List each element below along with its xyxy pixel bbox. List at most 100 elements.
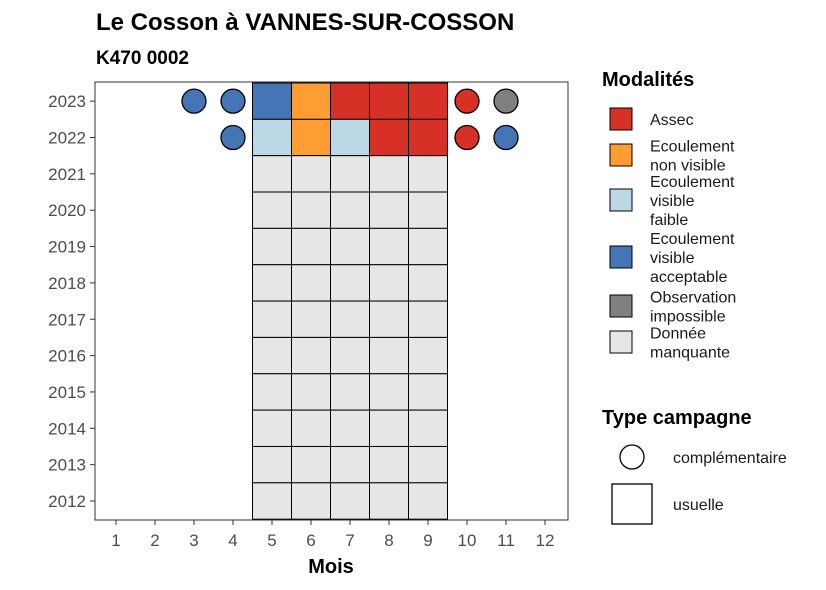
x-tick-label-6: 6 <box>306 531 315 550</box>
legend-label-ecoul_nv: Ecoulement <box>650 139 735 156</box>
usuelle-cell-2017-6 <box>291 300 331 338</box>
y-tick-label-2016: 2016 <box>48 347 86 366</box>
usuelle-cell-2022-6 <box>291 118 331 157</box>
usuelle-cell-2013-9 <box>408 445 448 484</box>
complementaire-point-2023-4 <box>220 88 246 114</box>
usuelle-cell-2022-8 <box>369 118 409 157</box>
legend-label-ecoul_nv: non visible <box>650 158 726 175</box>
legend-key-manquante <box>609 330 633 354</box>
complementaire-point-2023-10 <box>454 88 480 114</box>
legend-type-label-usuelle: usuelle <box>673 497 724 514</box>
y-tick-label-2015: 2015 <box>48 383 86 402</box>
x-tick-label-7: 7 <box>345 531 354 550</box>
legend-label-obs_imp: impossible <box>650 309 726 326</box>
usuelle-cell-2018-9 <box>408 264 448 302</box>
complementaire-point-2022-11 <box>493 124 519 151</box>
legend-key-obs_imp <box>609 294 633 318</box>
y-tick-label-2021: 2021 <box>48 165 86 184</box>
usuelle-cell-2018-6 <box>291 264 331 302</box>
usuelle-cell-2013-6 <box>291 445 331 484</box>
usuelle-cell-2017-8 <box>369 300 409 338</box>
usuelle-cell-2019-9 <box>408 227 448 266</box>
legend-type-campagne: complémentaire usuelle <box>611 444 787 525</box>
usuelle-cell-2012-5 <box>252 482 292 520</box>
usuelle-cell-2016-8 <box>369 336 409 375</box>
usuelle-cell-2023-5 <box>252 82 292 120</box>
legend-label-manquante: manquante <box>650 345 730 362</box>
y-tick-label-2012: 2012 <box>48 492 86 511</box>
legend-label-ecoul_va: visible <box>650 250 695 267</box>
usuelle-cell-2022-7 <box>330 118 370 157</box>
usuelle-cell-2013-5 <box>252 445 292 484</box>
x-tick-label-9: 9 <box>423 531 432 550</box>
legend-label-ecoul_vf: Ecoulement <box>650 174 735 191</box>
legend-type-label-complementaire: complémentaire <box>673 450 787 467</box>
complementaire-points <box>181 88 519 151</box>
complementaire-point-2023-11 <box>493 88 519 114</box>
usuelle-cell-2020-8 <box>369 191 409 229</box>
usuelle-cell-2017-7 <box>330 300 370 338</box>
usuelle-cell-2012-9 <box>408 482 448 520</box>
legend-key-assec <box>609 107 633 131</box>
usuelle-cell-2020-5 <box>252 191 292 229</box>
x-tick-label-5: 5 <box>267 531 276 550</box>
legend-label-ecoul_va: acceptable <box>650 269 727 286</box>
usuelle-cell-2023-7 <box>330 82 370 120</box>
usuelle-cell-2014-8 <box>369 409 409 447</box>
usuelle-cell-2012-7 <box>330 482 370 520</box>
usuelle-cell-2023-6 <box>291 82 331 120</box>
complementaire-point-2022-10 <box>454 124 480 151</box>
usuelle-cell-2021-5 <box>252 155 292 193</box>
usuelle-cell-2012-8 <box>369 482 409 520</box>
usuelle-cell-2021-6 <box>291 155 331 193</box>
x-axis-ticks: 1 2 3 4 5 6 7 8 9 10 11 12 <box>111 520 554 550</box>
legend-label-ecoul_va: Ecoulement <box>650 231 735 248</box>
y-tick-label-2018: 2018 <box>48 274 86 293</box>
usuelle-cell-2018-8 <box>369 264 409 302</box>
usuelle-cell-2014-5 <box>252 409 292 447</box>
usuelle-cell-2014-9 <box>408 409 448 447</box>
complementaire-point-2023-3 <box>181 88 207 114</box>
usuelle-cell-2020-7 <box>330 191 370 229</box>
usuelle-cell-2021-8 <box>369 155 409 193</box>
usuelle-cell-2015-7 <box>330 373 370 411</box>
legend-label-assec: Assec <box>650 112 694 129</box>
usuelle-cell-2021-7 <box>330 155 370 193</box>
x-tick-label-11: 11 <box>497 531 515 550</box>
usuelle-cell-2022-5 <box>252 118 292 157</box>
usuelle-cell-2015-8 <box>369 373 409 411</box>
legend-label-ecoul_vf: faible <box>650 212 688 229</box>
usuelle-cell-2016-6 <box>291 336 331 375</box>
chart-subtitle: K470 0002 <box>96 48 189 69</box>
legend-key-ecoul_nv <box>609 143 633 167</box>
usuelle-cell-2019-8 <box>369 227 409 266</box>
legend-label-ecoul_vf: visible <box>650 193 695 210</box>
legend-type-key-usuelle <box>611 483 653 525</box>
usuelle-cell-2015-5 <box>252 373 292 411</box>
usuelle-cell-2017-5 <box>252 300 292 338</box>
legend-modalites-title: Modalités <box>602 69 694 91</box>
y-tick-label-2014: 2014 <box>48 419 86 438</box>
legend-type-key-complementaire <box>619 444 645 470</box>
usuelle-cell-2019-7 <box>330 227 370 266</box>
x-tick-label-4: 4 <box>228 531 237 550</box>
usuelle-cell-2018-7 <box>330 264 370 302</box>
legend-label-manquante: Donnée <box>650 326 706 343</box>
usuelle-cell-2021-9 <box>408 155 448 193</box>
x-tick-label-3: 3 <box>189 531 198 550</box>
y-tick-label-2022: 2022 <box>48 129 86 148</box>
usuelle-cell-2018-5 <box>252 264 292 302</box>
usuelle-cells <box>252 82 448 520</box>
legend-type-campagne-title: Type campagne <box>602 407 752 429</box>
usuelle-cell-2012-6 <box>291 482 331 520</box>
x-tick-label-2: 2 <box>150 531 159 550</box>
chart-title: Le Cosson à VANNES-SUR-COSSON <box>96 9 514 36</box>
y-tick-label-2019: 2019 <box>48 238 86 257</box>
legend-key-ecoul_va <box>609 245 633 269</box>
usuelle-cell-2019-5 <box>252 227 292 266</box>
usuelle-cell-2014-6 <box>291 409 331 447</box>
usuelle-cell-2016-5 <box>252 336 292 375</box>
complementaire-point-2022-4 <box>220 124 246 151</box>
